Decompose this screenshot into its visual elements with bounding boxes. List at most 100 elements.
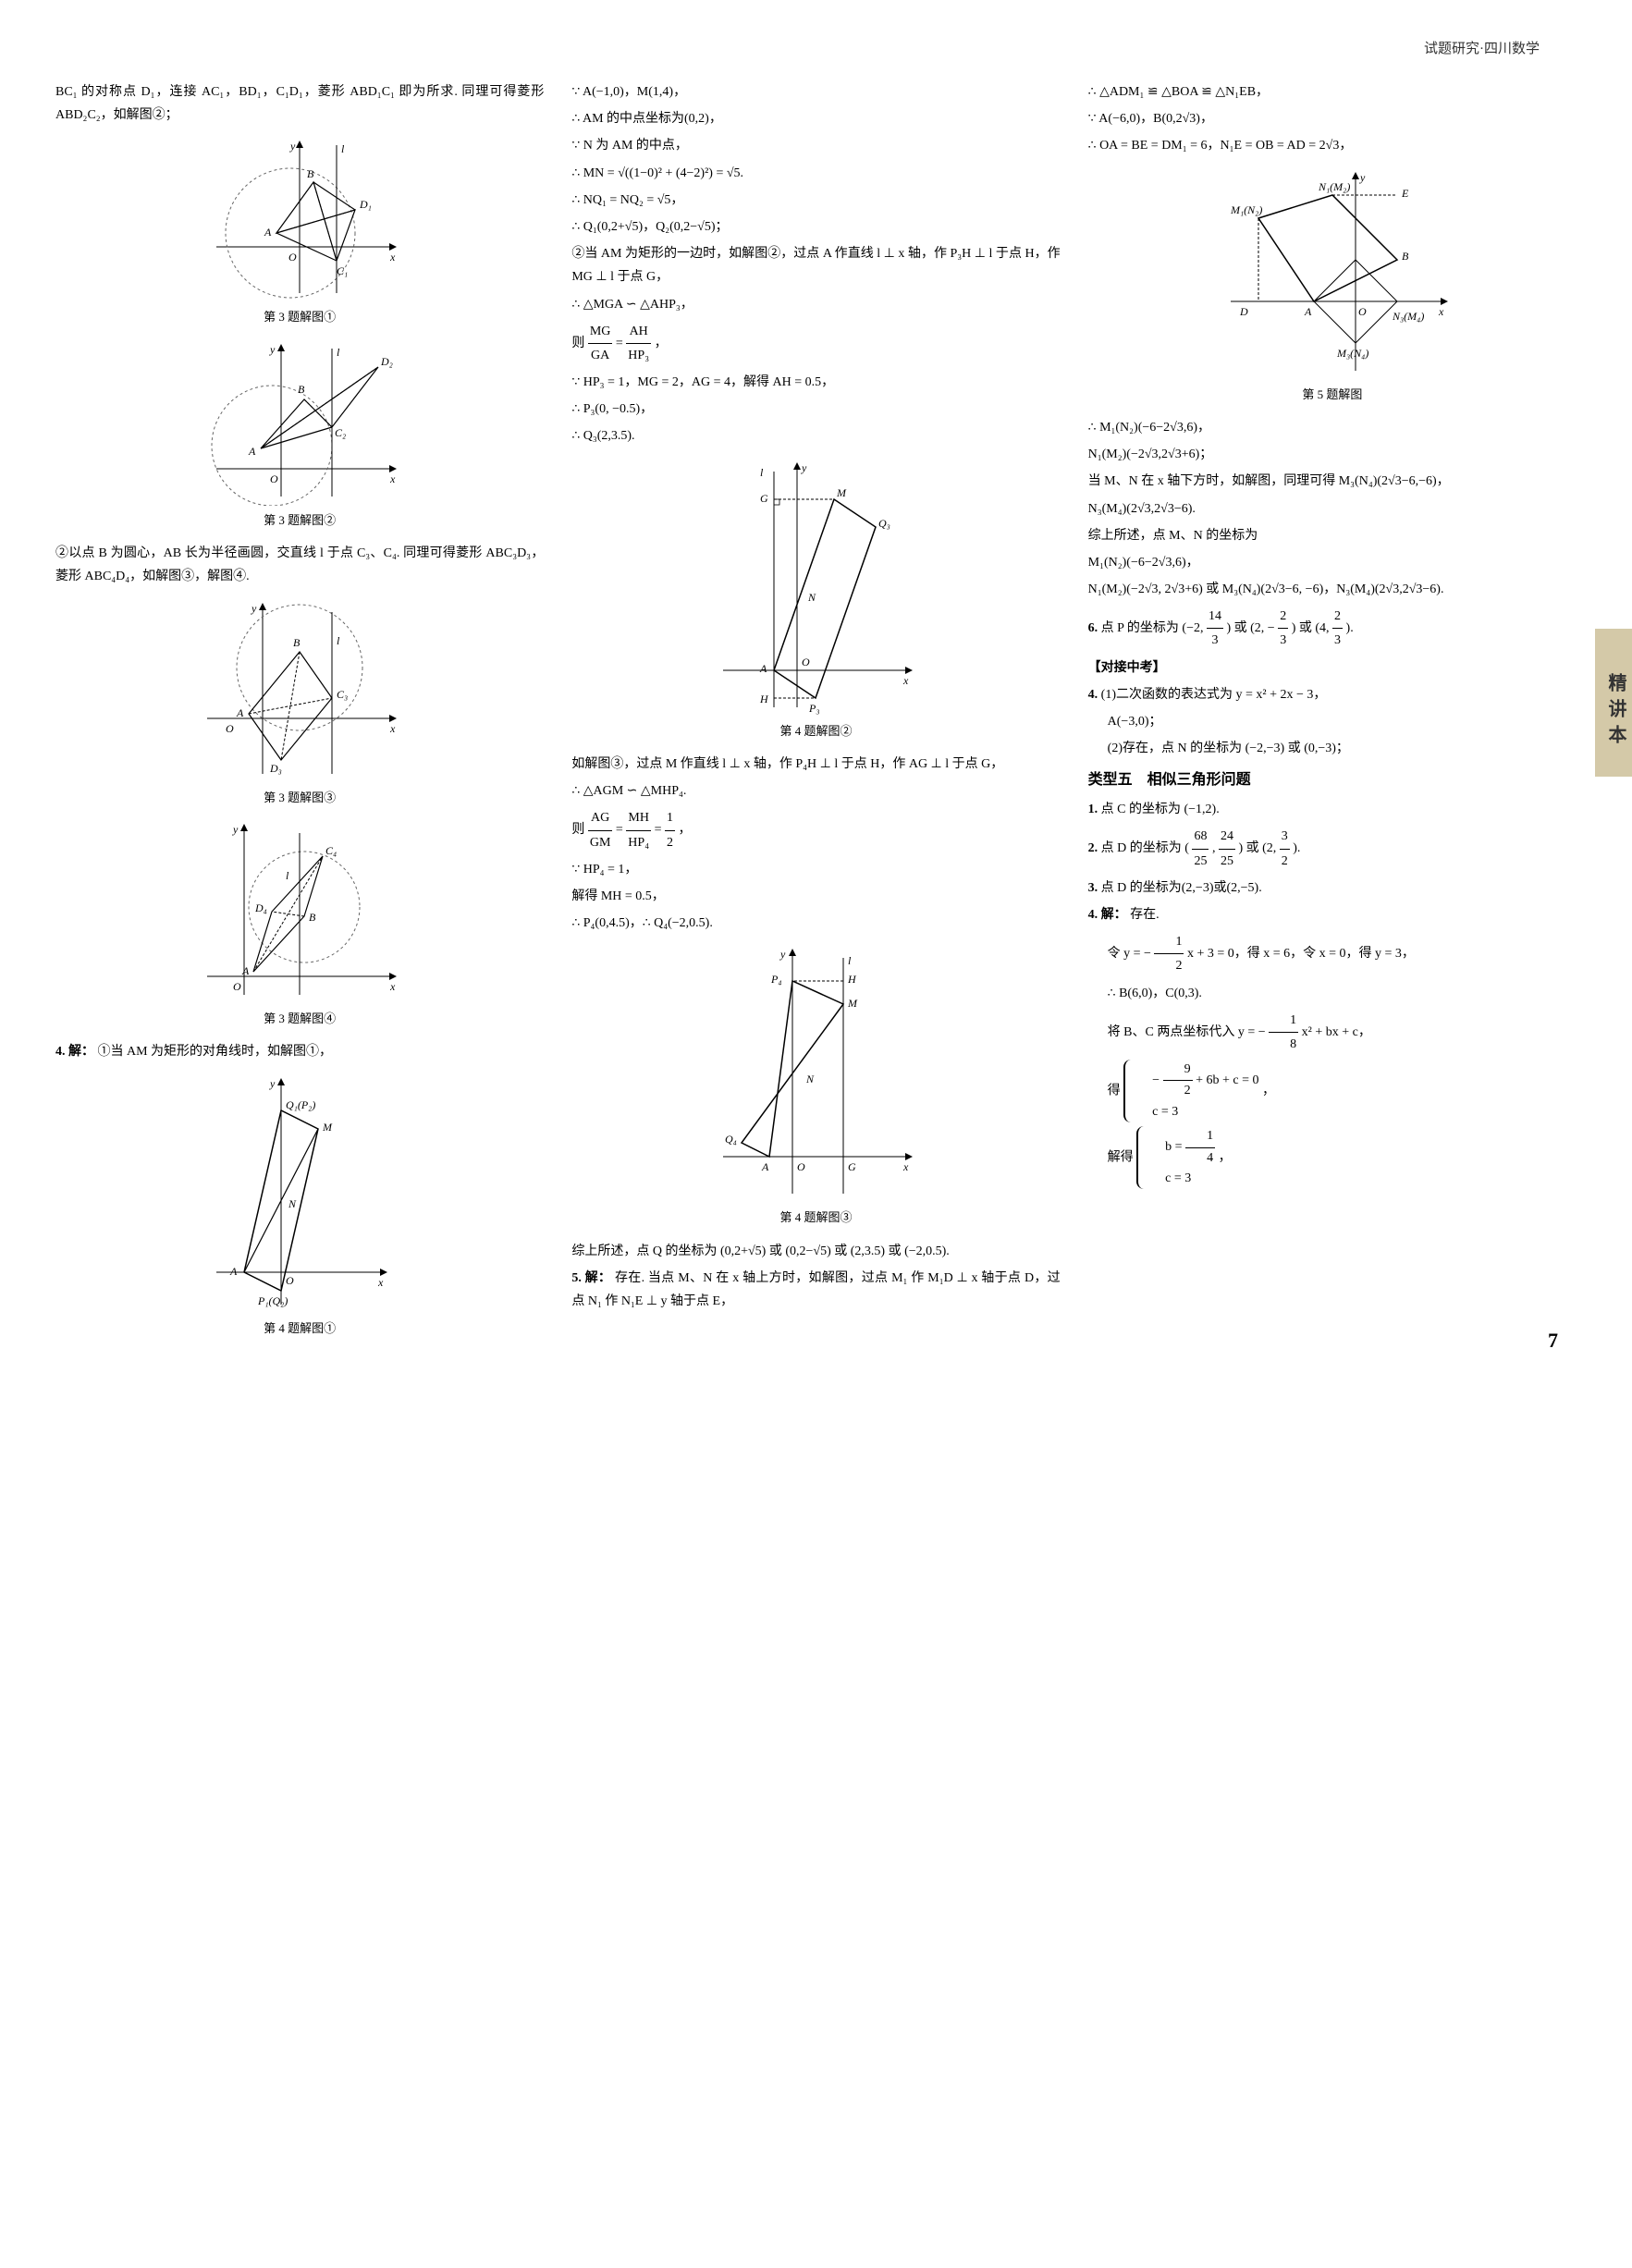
svg-text:C₄: C₄ [325,844,337,857]
figure-3-2: y x O l A B C₂ D₂ 第 3 题解图② [55,339,544,531]
svg-text:C₂: C₂ [335,426,346,439]
fig5-caption: 第 5 题解图 [1088,384,1577,405]
t5-item4: 4. 解： 存在. [1088,903,1577,926]
svg-text:P₁(Q₂): P₁(Q₂) [257,1294,288,1307]
svg-text:B: B [1402,250,1409,263]
svg-text:O: O [1358,305,1367,318]
svg-text:N: N [805,1073,815,1085]
c2-line12: ∴ Q₃(2,3.5). [571,424,1060,447]
fig4-3-caption: 第 4 题解图③ [571,1207,1060,1228]
c3-line9: M₁(N₂)(−6−2√3,6)， [1088,551,1577,574]
fig3-2-caption: 第 3 题解图② [55,509,544,531]
page-number: 7 [1548,1322,1558,1359]
svg-text:P₃: P₃ [808,702,820,715]
figure-4-1: y x O A M N Q₁(P₂) P₁(Q₂) 第 4 题解图① [55,1073,544,1339]
c2-line9: 则 MGGA = AHHP₃ ， [571,320,1060,367]
t5-item4-sys: 得 − 92 + 6b + c = 0 c = 3 ， [1088,1060,1577,1122]
svg-text:x: x [389,472,396,485]
c3-line1: ∴ △ADM₁ ≌ △BOA ≌ △N₁EB， [1088,80,1577,104]
c2-line6: ∴ Q₁(0,2+√5)，Q₂(0,2−√5)； [571,215,1060,239]
c2-line16: 解得 MH = 0.5， [571,885,1060,908]
t5-item4-l2: ∴ B(6,0)，C(0,3). [1088,982,1577,1005]
c2-para3: 如解图③，过点 M 作直线 l ⊥ x 轴，作 P₄H ⊥ l 于点 H，作 A… [571,753,1060,776]
c3-line3: ∴ OA = BE = DM₁ = 6，N₁E = OB = AD = 2√3， [1088,134,1577,157]
svg-text:x: x [389,251,396,264]
type5-title: 类型五 相似三角形问题 [1088,767,1577,794]
svg-text:O: O [226,722,234,735]
t5-item2: 2. 点 D 的坐标为 ( 6825 , 2425 ) 或 (2, 32 ). [1088,825,1577,872]
svg-text:y: y [801,461,807,474]
dj-item4-l2: A(−3,0)； [1088,710,1577,733]
col1-para2: ②以点 B 为圆心，AB 长为半径画圆，交直线 l 于点 C₃、C₄. 同理可得… [55,542,544,588]
dj-item4: 4. (1)二次函数的表达式为 y = x² + 2x − 3， [1088,683,1577,706]
svg-text:l: l [848,954,852,967]
svg-text:A: A [241,964,250,977]
t5-item4-l1: 令 y = − 12 x + 3 = 0，得 x = 6，令 x = 0，得 y… [1088,930,1577,977]
svg-text:y: y [1359,171,1366,184]
svg-text:y: y [289,140,296,153]
c3-line7: N₃(M₄)(2√3,2√3−6). [1088,497,1577,521]
svg-text:P₄: P₄ [770,973,782,986]
svg-text:Q₄: Q₄ [725,1133,737,1146]
c2-line14: 则 AGGM = MHHP₄ = 12 ， [571,806,1060,853]
svg-text:O: O [802,656,810,668]
t5-item4-l3: 将 B、C 两点坐标代入 y = − 18 x² + bx + c， [1088,1009,1577,1056]
fig3-4-caption: 第 3 题解图④ [55,1008,544,1029]
page-header: 试题研究·四川数学 [55,37,1577,62]
svg-text:E: E [1401,187,1409,200]
item4-label: 解： [68,1045,94,1059]
svg-text:O: O [288,251,297,264]
svg-text:l: l [760,466,764,479]
figure-4-3: y x O l P₄ H M A G Q₄ N 第 4 题解图③ [571,944,1060,1228]
svg-text:N₁(M₂): N₁(M₂) [1318,180,1350,193]
svg-text:B: B [307,167,314,180]
c3-line6: 当 M、N 在 x 轴下方时，如解图，同理可得 M₃(N₄)(2√3−6,−6)… [1088,470,1577,493]
c2-line7: ②当 AM 为矩形的一边时，如解图②，过点 A 作直线 l ⊥ x 轴，作 P₃… [571,242,1060,288]
svg-text:M: M [322,1121,333,1134]
t5-item1: 1. 点 C 的坐标为 (−1,2). [1088,798,1577,821]
c2-line11: ∴ P₃(0, −0.5)， [571,398,1060,421]
svg-text:A: A [759,662,767,675]
svg-text:M: M [847,997,858,1010]
column-1: BC₁ 的对称点 D₁，连接 AC₁，BD₁，C₁D₁，菱形 ABD₁C₁ 即为… [55,80,544,1350]
c2-summary: 综上所述，点 Q 的坐标为 (0,2+√5) 或 (0,2−√5) 或 (2,3… [571,1240,1060,1263]
column-3: ∴ △ADM₁ ≌ △BOA ≌ △N₁EB， ∵ A(−6,0)，B(0,2√… [1088,80,1577,1350]
c2-line1: ∵ A(−1,0)，M(1,4)， [571,80,1060,104]
fig4-1-caption: 第 4 题解图① [55,1318,544,1339]
svg-text:O: O [270,472,278,485]
svg-text:l: l [337,634,340,647]
main-content: BC₁ 的对称点 D₁，连接 AC₁，BD₁，C₁D₁，菱形 ABD₁C₁ 即为… [55,80,1577,1350]
c2-line5: ∴ NQ₁ = NQ₂ = √5， [571,189,1060,212]
svg-text:x: x [1438,305,1444,318]
figure-3-3: y x O l A B C₃ D₃ 第 3 题解图③ [55,598,544,808]
c2-line10: ∵ HP₃ = 1，MG = 2，AG = 4，解得 AH = 0.5， [571,371,1060,394]
svg-text:y: y [232,823,239,836]
svg-text:H: H [847,973,857,986]
svg-text:A: A [236,706,244,719]
section-duijie: 【对接中考】 [1088,656,1577,680]
svg-text:G: G [848,1160,856,1173]
c3-line2: ∵ A(−6,0)，B(0,2√3)， [1088,107,1577,130]
c3-line4: ∴ M₁(N₂)(−6−2√3,6)， [1088,416,1577,439]
item6-num: 6. [1088,621,1098,635]
column-2: ∵ A(−1,0)，M(1,4)， ∴ AM 的中点坐标为(0,2)， ∵ N … [571,80,1060,1350]
svg-text:B: B [298,383,305,396]
c2-line3: ∵ N 为 AM 的中点， [571,134,1060,157]
svg-text:B: B [293,636,301,649]
t5-item3: 3. 点 D 的坐标为(2,−3)或(2,−5). [1088,877,1577,900]
t5-item4-solve: 解得 b = 14 c = 3 ， [1088,1126,1577,1189]
item5-label: 解： [585,1271,612,1285]
svg-text:B: B [309,911,316,924]
svg-text:O: O [797,1160,805,1173]
svg-text:l: l [286,869,289,882]
c2-line17: ∴ P₄(0,4.5)，∴ Q₄(−2,0.5). [571,912,1060,935]
svg-text:x: x [902,674,909,687]
c2-line2: ∴ AM 的中点坐标为(0,2)， [571,107,1060,130]
svg-text:y: y [251,602,257,615]
svg-text:x: x [389,722,396,735]
fig3-3-caption: 第 3 题解图③ [55,787,544,808]
c3-line8: 综上所述，点 M、N 的坐标为 [1088,524,1577,547]
c2-line13: ∴ △AGM ∽ △MHP₄. [571,779,1060,803]
col1-para1: BC₁ 的对称点 D₁，连接 AC₁，BD₁，C₁D₁，菱形 ABD₁C₁ 即为… [55,80,544,127]
svg-text:A: A [1304,305,1312,318]
